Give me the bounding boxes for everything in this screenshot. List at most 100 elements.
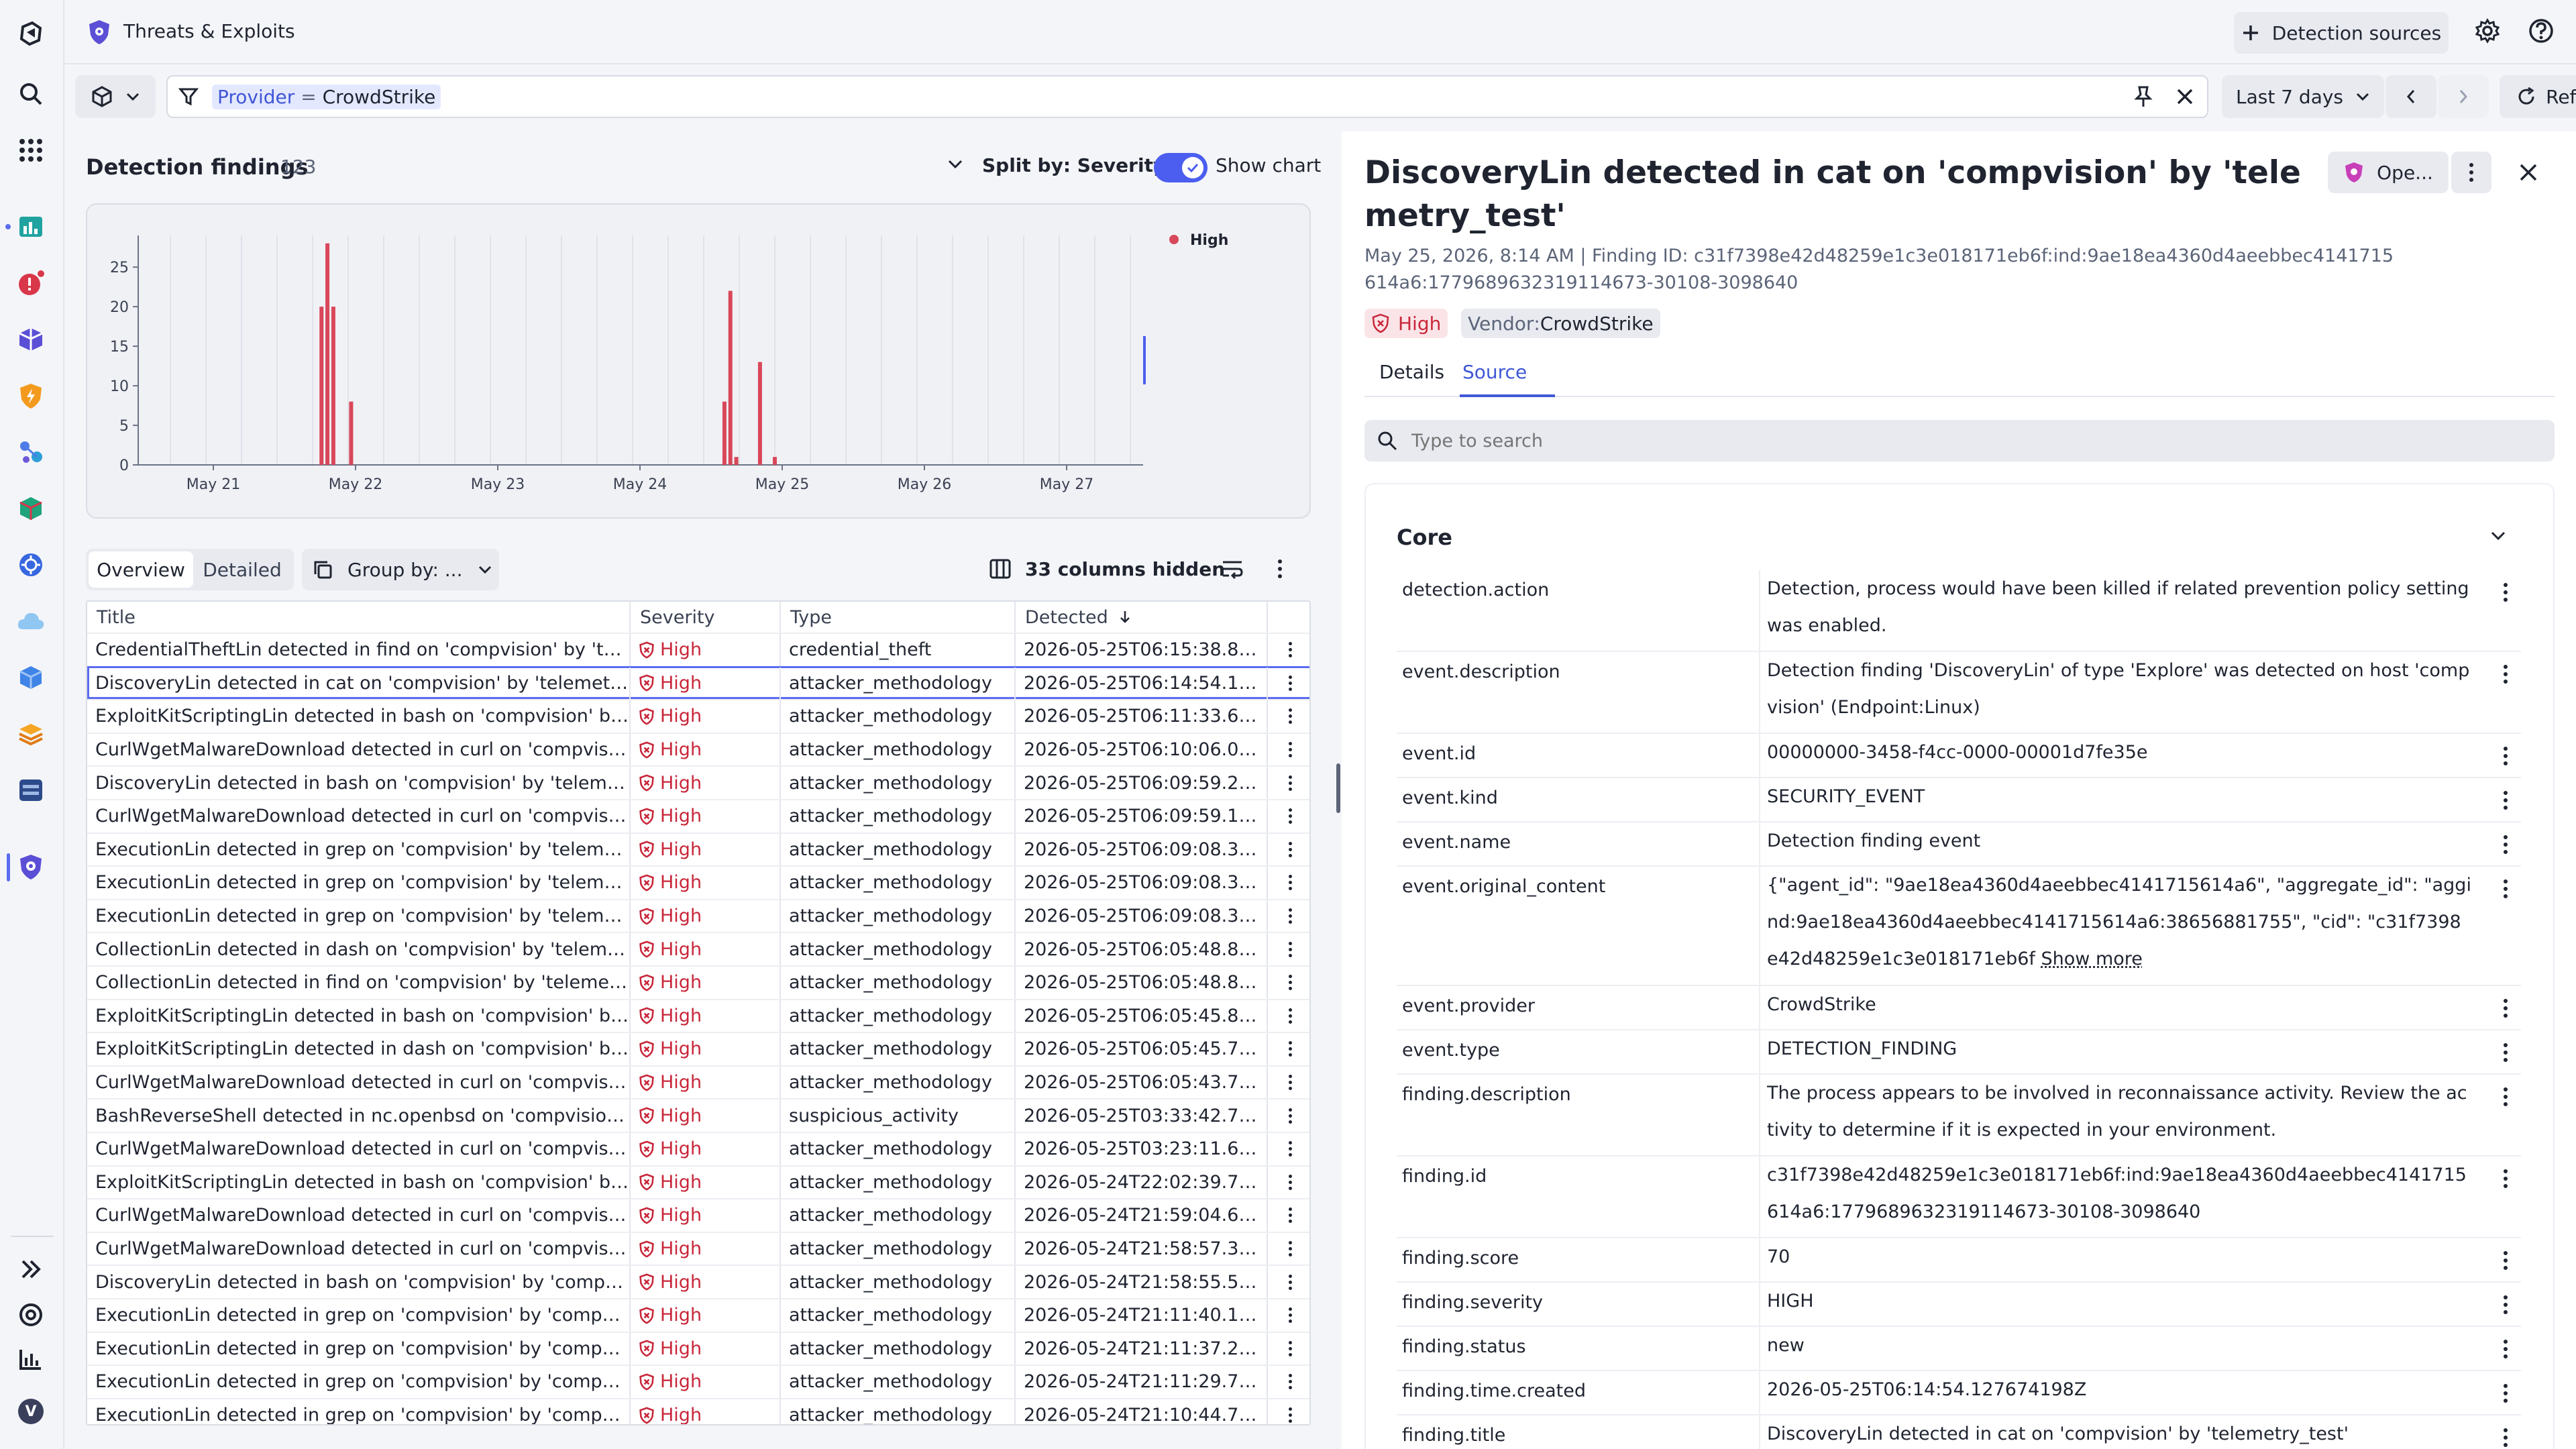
expand-nav-icon[interactable]: [15, 1253, 47, 1285]
show-more-link[interactable]: Show more: [2041, 949, 2143, 969]
col-header-detected[interactable]: Detected: [1016, 602, 1268, 633]
table-row[interactable]: CurlWgetMalwareDownload detected in curl…: [87, 1231, 1309, 1265]
row-menu-icon[interactable]: [1268, 1366, 1309, 1398]
row-menu-icon[interactable]: [1268, 767, 1309, 799]
table-row[interactable]: ExploitKitScriptingLin detected in bash …: [87, 699, 1309, 733]
table-row[interactable]: ExploitKitScriptingLin detected in bash …: [87, 1165, 1309, 1199]
row-menu-icon[interactable]: [1268, 734, 1309, 766]
field-menu-icon[interactable]: [2502, 1428, 2509, 1448]
col-header-severity[interactable]: Severity: [631, 602, 781, 633]
field-menu-icon[interactable]: [2502, 664, 2509, 684]
row-menu-icon[interactable]: [1268, 1266, 1309, 1298]
table-row[interactable]: ExecutionLin detected in grep on 'compvi…: [87, 1364, 1309, 1398]
row-menu-icon[interactable]: [1268, 900, 1309, 932]
row-menu-icon[interactable]: [1268, 1399, 1309, 1424]
next-timeframe-button[interactable]: [2438, 75, 2489, 118]
problems-app-icon[interactable]: [15, 267, 47, 299]
table-row[interactable]: CurlWgetMalwareDownload detected in curl…: [87, 799, 1309, 833]
help-question-icon[interactable]: [2528, 17, 2555, 44]
row-menu-icon[interactable]: [1268, 1167, 1309, 1199]
row-menu-icon[interactable]: [1268, 1199, 1309, 1232]
field-menu-icon[interactable]: [2502, 835, 2509, 855]
analytics-icon[interactable]: [15, 1343, 47, 1375]
box-app-icon[interactable]: [15, 661, 47, 694]
show-chart-toggle[interactable]: [1154, 153, 1208, 182]
layers-app-icon[interactable]: [15, 718, 47, 750]
table-row[interactable]: ExecutionLin detected in grep on 'compvi…: [87, 832, 1309, 866]
table-row[interactable]: CollectionLin detected in find on 'compv…: [87, 965, 1309, 999]
field-menu-icon[interactable]: [2502, 1042, 2509, 1063]
table-row[interactable]: ExecutionLin detected in grep on 'compvi…: [87, 865, 1309, 899]
field-menu-icon[interactable]: [2502, 1169, 2509, 1189]
tab-source[interactable]: Source: [1462, 361, 1527, 383]
table-row[interactable]: ExecutionLin detected in grep on 'compvi…: [87, 1331, 1309, 1365]
row-menu-icon[interactable]: [1268, 1067, 1309, 1099]
cubes-app-icon[interactable]: [15, 323, 47, 356]
row-menu-icon[interactable]: [1268, 634, 1309, 666]
row-menu-icon[interactable]: [1268, 1000, 1309, 1032]
segment-selector[interactable]: [75, 75, 156, 118]
open-with-button[interactable]: Ope...: [2328, 152, 2449, 193]
field-menu-icon[interactable]: [2502, 1339, 2509, 1359]
pin-icon[interactable]: [2133, 85, 2153, 108]
table-row[interactable]: CurlWgetMalwareDownload detected in curl…: [87, 1198, 1309, 1232]
row-menu-icon[interactable]: [1268, 800, 1309, 833]
settings-gear-icon[interactable]: [2474, 17, 2501, 44]
cube-teal-app-icon[interactable]: [15, 492, 47, 525]
columns-icon[interactable]: [989, 558, 1012, 580]
field-menu-icon[interactable]: [2502, 998, 2509, 1018]
previous-timeframe-button[interactable]: [2385, 75, 2436, 118]
clear-filter-icon[interactable]: [2175, 87, 2195, 107]
row-menu-icon[interactable]: [1268, 834, 1309, 866]
table-row[interactable]: CurlWgetMalwareDownload detected in curl…: [87, 1065, 1309, 1099]
table-row[interactable]: DiscoveryLin detected in bash on 'compvi…: [87, 765, 1309, 799]
dashboard-app-icon[interactable]: [15, 211, 47, 243]
shield-bolt-app-icon[interactable]: [15, 380, 47, 412]
chevron-down-icon[interactable]: [947, 158, 963, 170]
filter-chip[interactable]: Provider = CrowdStrike: [212, 84, 441, 109]
cloud-app-icon[interactable]: [15, 605, 47, 637]
table-row[interactable]: DiscoveryLin detected in cat on 'compvis…: [87, 665, 1309, 700]
row-menu-icon[interactable]: [1268, 1299, 1309, 1332]
logo-icon[interactable]: [15, 17, 47, 50]
field-menu-icon[interactable]: [2502, 1383, 2509, 1403]
table-row[interactable]: DiscoveryLin detected in bash on 'compvi…: [87, 1265, 1309, 1298]
table-row[interactable]: BashReverseShell detected in nc.openbsd …: [87, 1098, 1309, 1132]
database-app-icon[interactable]: [15, 774, 47, 806]
detection-sources-button[interactable]: Detection sources: [2234, 12, 2449, 54]
field-menu-icon[interactable]: [2502, 879, 2509, 899]
field-menu-icon[interactable]: [2502, 582, 2509, 602]
kubernetes-app-icon[interactable]: [15, 549, 47, 581]
columns-hidden-label[interactable]: 33 columns hidden: [1025, 558, 1226, 580]
table-row[interactable]: ExecutionLin detected in grep on 'compvi…: [87, 898, 1309, 932]
detail-menu-button[interactable]: [2451, 152, 2491, 193]
timeframe-selector[interactable]: Last 7 days: [2222, 75, 2384, 118]
split-by-selector[interactable]: Split by: Severity: [982, 154, 1166, 176]
source-search[interactable]: [1364, 420, 2555, 462]
table-menu-icon[interactable]: [1276, 558, 1284, 580]
table-row[interactable]: ExecutionLin detected in grep on 'compvi…: [87, 1298, 1309, 1332]
field-menu-icon[interactable]: [2502, 746, 2509, 766]
field-menu-icon[interactable]: [2502, 790, 2509, 810]
tab-details[interactable]: Details: [1379, 361, 1445, 383]
apps-grid-icon[interactable]: [15, 134, 47, 166]
field-menu-icon[interactable]: [2502, 1250, 2509, 1271]
field-menu-icon[interactable]: [2502, 1295, 2509, 1315]
row-menu-icon[interactable]: [1268, 1333, 1309, 1365]
row-menu-icon[interactable]: [1268, 1033, 1309, 1065]
graph-app-icon[interactable]: [15, 436, 47, 468]
table-row[interactable]: ExecutionLin detected in grep on 'compvi…: [87, 1397, 1309, 1424]
filter-input[interactable]: Provider = CrowdStrike: [166, 75, 2208, 118]
help-lifebuoy-icon[interactable]: [15, 1299, 47, 1331]
row-menu-icon[interactable]: [1268, 1133, 1309, 1165]
col-header-title[interactable]: Title: [87, 602, 631, 633]
row-menu-icon[interactable]: [1268, 967, 1309, 999]
row-menu-icon[interactable]: [1268, 1233, 1309, 1265]
tab-detailed[interactable]: Detailed: [193, 551, 291, 588]
table-row[interactable]: CurlWgetMalwareDownload detected in curl…: [87, 1132, 1309, 1165]
group-by-selector[interactable]: Group by: ...: [302, 549, 499, 590]
table-row[interactable]: ExploitKitScriptingLin detected in bash …: [87, 998, 1309, 1032]
threats-exploits-app-icon[interactable]: [15, 851, 47, 883]
line-wrap-icon[interactable]: [1221, 558, 1244, 580]
row-menu-icon[interactable]: [1268, 933, 1309, 965]
